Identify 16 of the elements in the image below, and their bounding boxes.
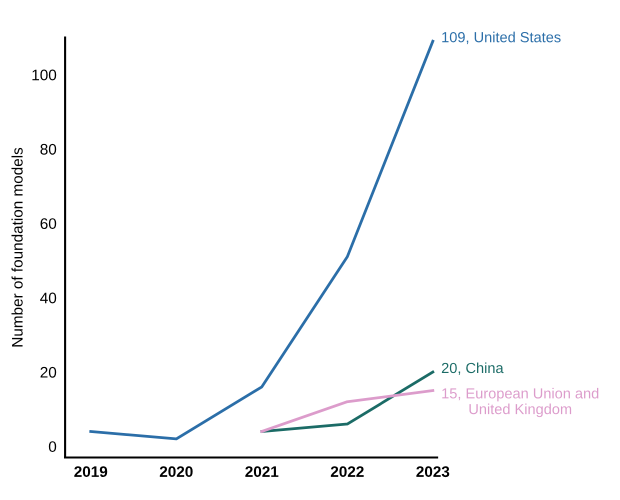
text: 15, European Union and United Kingdom — [442, 388, 598, 418]
text: 109, United States — [442, 32, 561, 44]
y-tick-label: 80 — [40, 144, 56, 155]
y-tick-label: 40 — [40, 292, 56, 304]
y-tick-label: 60 — [40, 218, 56, 230]
x-tick-label: 2019 — [74, 466, 108, 478]
y-tick-label: 0 — [48, 441, 56, 452]
y-tick-label: 20 — [40, 366, 56, 378]
x-tick-label: 2021 — [245, 466, 278, 478]
line-series — [89, 40, 434, 440]
x-tick-label: 2022 — [330, 466, 364, 478]
y-tick-label: 100 — [32, 70, 56, 80]
y-axis-title: Number of foundation models — [11, 148, 23, 346]
x-tick-label: 2020 — [160, 466, 193, 478]
x-tick-label: 2023 — [416, 466, 450, 478]
text: 20, China — [442, 362, 504, 375]
